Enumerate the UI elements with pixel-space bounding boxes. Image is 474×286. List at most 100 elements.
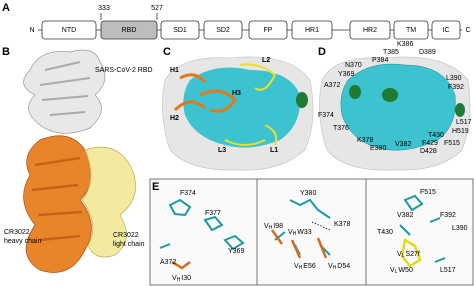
loop-label: L2 [262, 57, 270, 64]
light-chain [81, 146, 136, 258]
panel-label: A [2, 2, 10, 14]
hbond [311, 221, 331, 231]
domain-label: RBD [122, 27, 137, 34]
residue-label: L390 [452, 225, 468, 232]
residue-label: VHI30 [172, 275, 191, 283]
residue-label: L517 [440, 267, 456, 274]
residue-sticks [270, 229, 328, 259]
domain-box [41, 20, 97, 40]
residue-label: VHW33 [288, 229, 312, 237]
terminus: N [29, 27, 34, 34]
domain-box [100, 20, 158, 40]
residue-label: A372 [160, 259, 176, 266]
domain-label: TM [406, 27, 416, 34]
strands [39, 61, 91, 116]
residue-sticks [274, 198, 331, 256]
residue-label: V382 [395, 141, 411, 148]
residue-number: 333 [98, 5, 110, 12]
domain-label: HR2 [363, 27, 377, 34]
heavy-loops [173, 73, 237, 113]
structure-label: heavy chain [4, 238, 41, 245]
residue-label: L390 [446, 75, 462, 82]
residue-label: A372 [324, 82, 340, 89]
residue-label: F515 [444, 140, 460, 147]
domain-label: SD1 [173, 27, 187, 34]
residue-label: K378 [334, 221, 350, 228]
strands [31, 156, 83, 242]
domain-box [248, 20, 288, 40]
residue-label: F377 [205, 210, 221, 217]
domain-box [291, 20, 333, 40]
residue-label: VHI98 [264, 223, 283, 231]
residue-label: Y380 [300, 190, 316, 197]
domain-label: IC [443, 27, 450, 34]
residue-label: T430 [377, 229, 393, 236]
glycan [382, 88, 398, 102]
residue-label: T430 [428, 132, 444, 139]
panel-label: D [318, 46, 326, 58]
structure-label: CR3022 [113, 232, 139, 239]
residue-label: D428 [420, 148, 437, 155]
residue-label: F392 [448, 84, 464, 91]
residue-label: VHE56 [294, 263, 316, 271]
domain-box [393, 20, 429, 40]
domain-box [349, 20, 391, 40]
domain-box [431, 20, 461, 40]
residue-label: D389 [419, 49, 436, 56]
epitope-surface [340, 63, 456, 151]
domain-label: SD2 [216, 27, 230, 34]
residue-number: 527 [151, 5, 163, 12]
residue-label: T376 [333, 125, 349, 132]
residue-label: N370 [345, 62, 362, 69]
loop-label: H2 [170, 115, 179, 122]
residue-label: E380 [370, 145, 386, 152]
residue-label: VHD54 [328, 263, 350, 271]
heavy-chain [23, 135, 92, 273]
residue-sticks [171, 260, 191, 270]
domain-label: HR1 [305, 27, 319, 34]
domain-box [160, 20, 200, 40]
panel-e: E F374 F377 A372 Y369 VHI30 Y380 K378 VH… [149, 178, 474, 286]
domain-box [203, 20, 243, 40]
loop-label: H3 [232, 90, 241, 97]
panel-a: A 333 527 N C NTD RBD SD1 SD2 FP HR1 HR2… [2, 2, 471, 40]
panel-d: D N370 P384 T385 K386 D389 Y369 A372 L39… [318, 41, 472, 171]
residue-sticks [400, 238, 422, 268]
residue-label: F429 [422, 140, 438, 147]
loop-label: H1 [170, 67, 179, 74]
residue-label: F392 [440, 212, 456, 219]
domain-label: NTD [62, 27, 76, 34]
panel-frame [149, 178, 474, 286]
domain-label: FP [264, 27, 273, 34]
residue-label: T385 [383, 49, 399, 56]
glycan [455, 103, 465, 117]
panel-b: B SARS-CoV-2 RBD CR3022 heavy chain CR30… [2, 46, 153, 273]
structure-label: light chain [113, 241, 145, 248]
panel-label: E [152, 181, 159, 193]
glycan [349, 85, 361, 99]
residue-label: H519 [452, 128, 469, 135]
rbd-structure [23, 49, 106, 134]
residue-label: V382 [397, 212, 413, 219]
structure-label: CR3022 [4, 229, 30, 236]
residue-label: Y369 [228, 248, 244, 255]
residue-sticks [159, 198, 245, 251]
residue-label: VLS27f [397, 251, 420, 259]
residue-label: VLW50 [390, 267, 413, 275]
residue-label: L517 [456, 119, 472, 126]
residue-label: F374 [180, 190, 196, 197]
loop-label: L3 [218, 147, 226, 154]
light-loops [224, 63, 278, 146]
residue-label: F374 [318, 112, 334, 119]
residue-label: P384 [372, 57, 388, 64]
terminus: C [465, 27, 470, 34]
residue-label: K386 [397, 41, 413, 48]
panel-c: C H1 L2 H3 H2 L3 L1 [162, 46, 314, 171]
loop-label: L1 [270, 147, 278, 154]
residue-label: K378 [357, 137, 373, 144]
residue-label: F515 [420, 189, 436, 196]
glycan [296, 92, 308, 108]
residue-label: Y369 [338, 71, 354, 78]
panel-label: B [2, 46, 10, 58]
